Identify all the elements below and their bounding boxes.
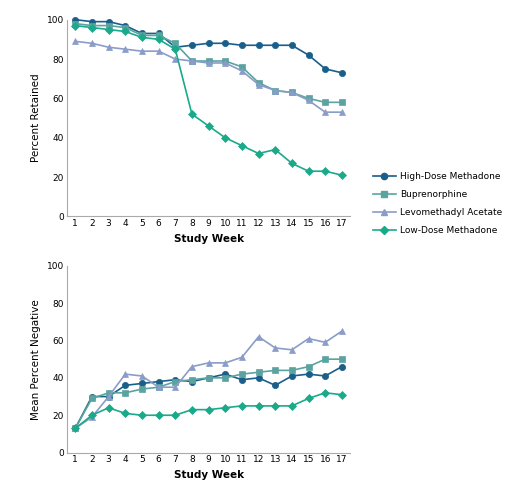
X-axis label: Study Week: Study Week — [174, 234, 244, 244]
Y-axis label: Mean Percent Negative: Mean Percent Negative — [31, 299, 41, 420]
Y-axis label: Percent Retained: Percent Retained — [31, 74, 41, 162]
X-axis label: Study Week: Study Week — [174, 470, 244, 480]
Legend: High-Dose Methadone, Buprenorphine, Levomethadyl Acetate, Low-Dose Methadone: High-Dose Methadone, Buprenorphine, Levo… — [373, 172, 503, 235]
